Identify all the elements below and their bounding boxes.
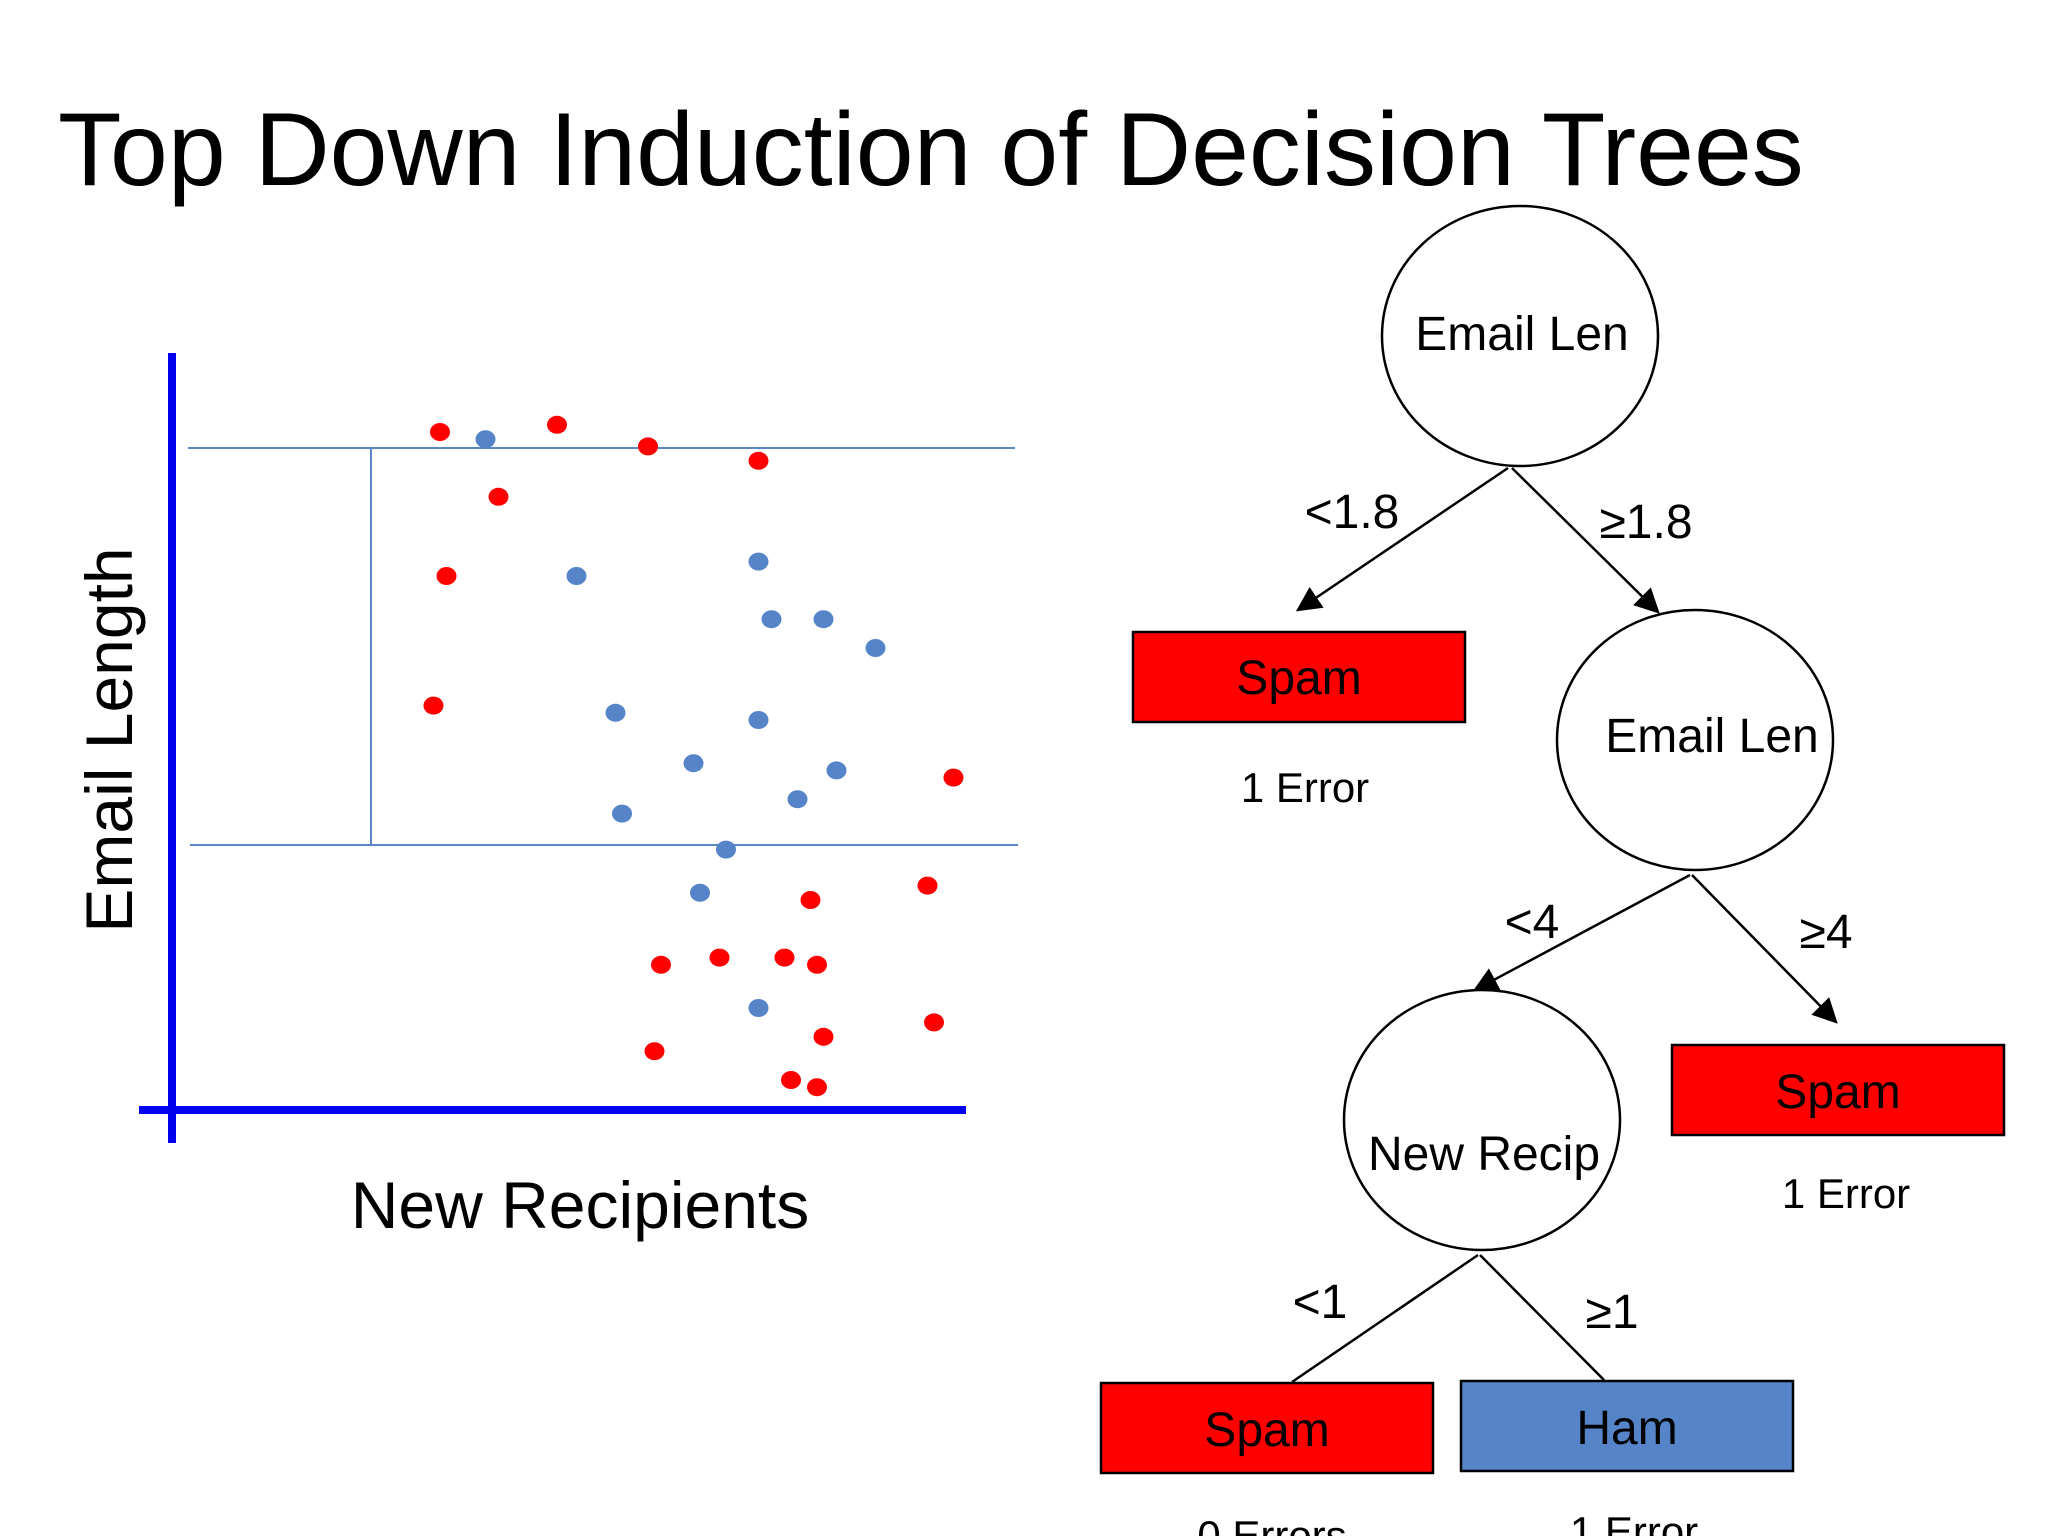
spam-point-3 xyxy=(638,437,658,456)
spam-point-24 xyxy=(651,955,671,974)
spam-point-4 xyxy=(748,451,769,470)
edge-label-root-right: ≥1.8 xyxy=(1599,496,1692,549)
ham-point-15 xyxy=(683,754,704,773)
edge-label-n2-left: <4 xyxy=(1505,896,1560,949)
ham-point-14 xyxy=(748,711,769,729)
spam-point-32 xyxy=(781,1071,801,1089)
leaf-error-count: 1 Error xyxy=(1241,764,1369,811)
spam-point-0 xyxy=(430,423,450,441)
spam-point-26 xyxy=(774,948,795,967)
tree-edge-root-right xyxy=(1511,467,1660,614)
spam-point-27 xyxy=(807,955,827,974)
leaf-label: Spam xyxy=(1236,652,1361,705)
tree-edge-root-left xyxy=(1295,466,1509,612)
ham-point-19 xyxy=(716,840,736,859)
spam-point-12 xyxy=(423,696,444,715)
leaf-label: Spam xyxy=(1775,1066,1900,1119)
spam-point-30 xyxy=(813,1027,834,1046)
tree-leaf-spam-1: Spam 1 Error xyxy=(1131,630,1467,811)
ham-point-18 xyxy=(612,804,632,823)
tree-edge-n3-left xyxy=(1291,1253,1479,1384)
tree-edge-n3-right xyxy=(1479,1254,1605,1381)
tree-node-root-label: Email Len xyxy=(1415,308,1628,361)
ham-point-10 xyxy=(813,610,834,629)
spam-point-5 xyxy=(488,487,509,506)
edge-label-root-left: <1.8 xyxy=(1305,486,1400,539)
y-axis-label: Email Length xyxy=(72,547,146,932)
ham-point-17 xyxy=(787,790,808,809)
leaf-error-count: 0 Errors xyxy=(1197,1512,1346,1536)
scatter-plot: Email Length New Recipients xyxy=(72,353,1018,1242)
ham-point-9 xyxy=(761,610,782,629)
spam-point-23 xyxy=(800,891,821,909)
scatter-points xyxy=(423,415,964,1097)
spam-point-21 xyxy=(943,768,964,787)
spam-point-2 xyxy=(547,415,567,434)
spam-point-6 xyxy=(436,567,457,585)
ham-point-13 xyxy=(605,703,626,722)
tree-edge-n2-right xyxy=(1691,874,1838,1024)
tree-node-root: Email Len xyxy=(1380,204,1660,468)
leaf-label: Ham xyxy=(1576,1402,1677,1455)
spam-point-22 xyxy=(917,876,938,895)
tree-node-new-recip-label: New Recip xyxy=(1368,1128,1600,1181)
x-axis-label: New Recipients xyxy=(351,1168,810,1242)
ham-point-7 xyxy=(566,567,587,585)
edge-label-n3-right: ≥1 xyxy=(1585,1286,1638,1339)
ham-point-16 xyxy=(826,761,847,780)
tree-edge-n2-left xyxy=(1472,873,1691,992)
edge-label-n2-right: ≥4 xyxy=(1799,906,1852,959)
decision-tree: <1.8 ≥1.8 <4 ≥4 <1 ≥1 Email Len Email Le… xyxy=(1099,204,2006,1536)
leaf-error-count: 1 Error xyxy=(1782,1170,1910,1217)
leaf-label: Spam xyxy=(1204,1404,1329,1457)
tree-node-email-len-label: Email Len xyxy=(1605,710,1818,763)
leaf-error-count: 1 Error xyxy=(1570,1508,1698,1536)
ham-point-11 xyxy=(865,639,886,657)
edge-label-n3-left: <1 xyxy=(1293,1276,1348,1329)
spam-point-29 xyxy=(644,1042,665,1061)
spam-point-33 xyxy=(807,1078,827,1097)
tree-node-email-len: Email Len xyxy=(1555,608,1835,872)
tree-leaf-spam-2: Spam 1 Error xyxy=(1670,1043,2006,1217)
ham-point-28 xyxy=(748,999,769,1017)
ham-point-20 xyxy=(690,883,710,902)
tree-leaf-ham: Ham 1 Error xyxy=(1459,1379,1795,1536)
tree-node-new-recip: New Recip xyxy=(1342,988,1622,1252)
tree-leaf-spam-3: Spam 0 Errors xyxy=(1099,1381,1435,1536)
spam-point-31 xyxy=(924,1013,944,1032)
spam-point-25 xyxy=(709,948,730,967)
slide-title: Top Down Induction of Decision Trees xyxy=(58,92,1804,208)
ham-point-8 xyxy=(748,552,769,571)
ham-point-1 xyxy=(475,430,496,449)
